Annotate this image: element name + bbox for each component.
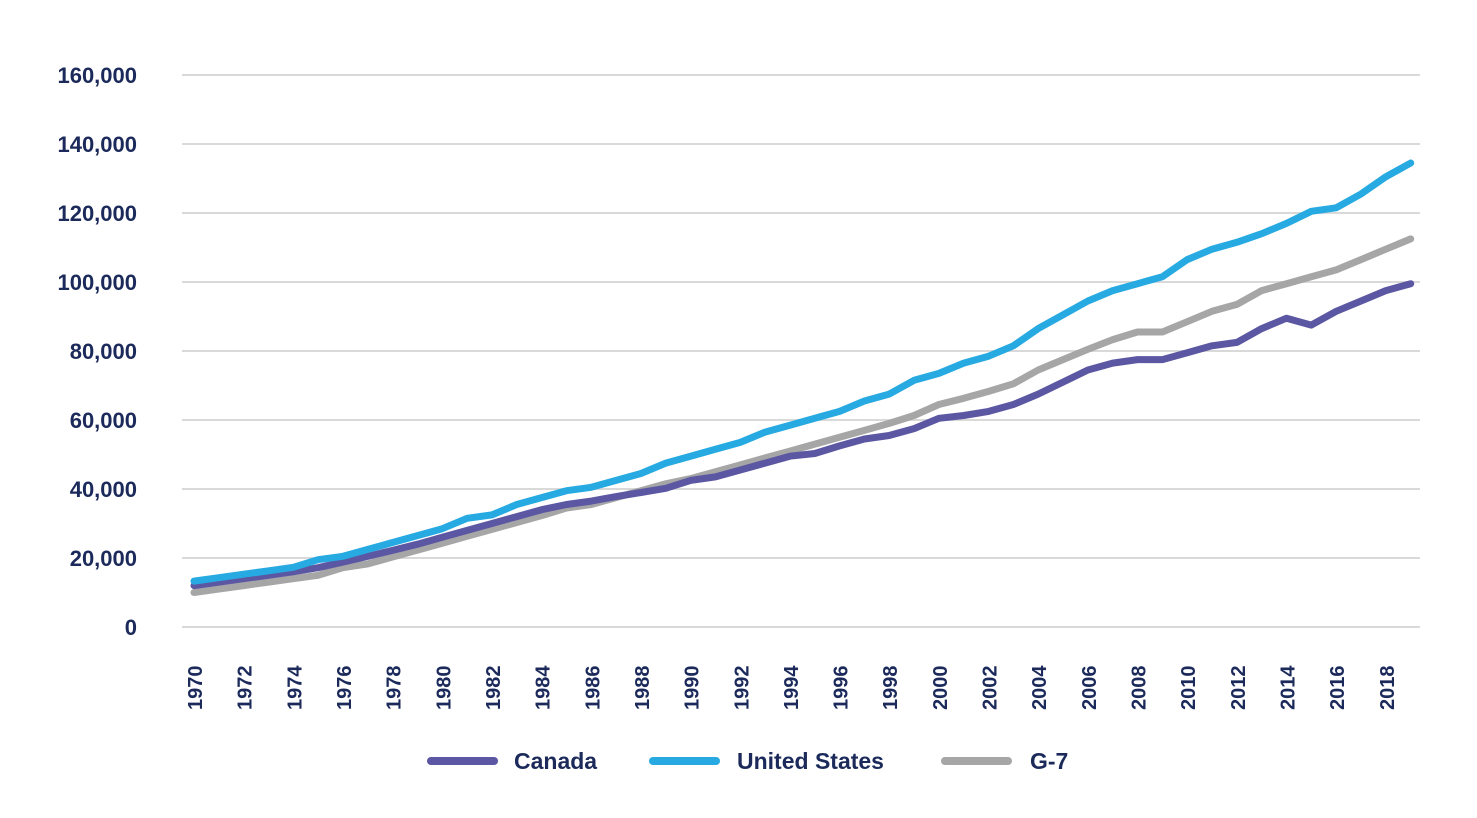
x-tick-label: 1988 xyxy=(632,666,654,711)
series-line-canada xyxy=(190,280,1415,590)
x-tick-label: 2000 xyxy=(930,666,952,711)
x-tick-label: 2008 xyxy=(1129,666,1151,711)
x-tick-label: 2002 xyxy=(980,666,1002,711)
x-tick-label: 2016 xyxy=(1327,666,1349,711)
y-tick-label: 20,000 xyxy=(70,546,137,571)
x-tick-label: 2004 xyxy=(1029,665,1051,710)
legend-label: G-7 xyxy=(1030,748,1068,774)
x-tick-label: 2010 xyxy=(1178,666,1200,711)
x-tick-label: 1998 xyxy=(880,666,902,711)
legend-item-canada: Canada xyxy=(427,748,597,774)
x-tick-label: 1978 xyxy=(384,666,406,711)
series-lines xyxy=(190,159,1415,596)
x-tick-label: 1994 xyxy=(781,665,803,710)
x-tick-label: 1990 xyxy=(682,666,704,711)
legend-item-united-states: United States xyxy=(649,748,884,774)
x-axis-ticks: 1970 1972 1974 1976 1978 1980 1982 1984 1986 1988… xyxy=(185,665,1399,710)
legend-item-g-7: G-7 xyxy=(941,748,1068,774)
x-tick-label: 2018 xyxy=(1377,666,1399,711)
y-tick-label: 160,000 xyxy=(57,63,137,88)
x-tick-label: 1980 xyxy=(433,666,455,711)
y-tick-label: 120,000 xyxy=(57,201,137,226)
legend-label: Canada xyxy=(514,748,597,774)
x-tick-label: 1992 xyxy=(731,666,753,711)
x-tick-label: 2012 xyxy=(1228,666,1250,711)
x-tick-label: 1996 xyxy=(831,666,853,711)
y-tick-label: 60,000 xyxy=(70,408,137,433)
y-axis-ticks: 0 20,000 40,000 60,000 80,000 100,000 120,000 1… xyxy=(57,63,137,640)
x-tick-label: 1970 xyxy=(185,666,207,711)
y-tick-label: 80,000 xyxy=(70,339,137,364)
y-tick-label: 100,000 xyxy=(57,270,137,295)
gridlines xyxy=(182,74,1420,628)
legend-label: United States xyxy=(737,748,884,774)
y-tick-label: 140,000 xyxy=(57,132,137,157)
x-tick-label: 1972 xyxy=(235,666,257,711)
x-tick-label: 2006 xyxy=(1079,666,1101,711)
x-tick-label: 1982 xyxy=(483,666,505,711)
x-tick-label: 1986 xyxy=(582,666,604,711)
x-tick-label: 1976 xyxy=(334,666,356,711)
x-tick-label: 2014 xyxy=(1278,665,1300,710)
series-line-g-7 xyxy=(190,235,1415,596)
x-tick-label: 1984 xyxy=(533,665,555,710)
y-tick-label: 40,000 xyxy=(70,477,137,502)
series-line-united-states xyxy=(190,159,1415,585)
legend: Canada United States G-7 xyxy=(427,748,1068,774)
x-tick-label: 1974 xyxy=(284,665,306,710)
y-tick-label: 0 xyxy=(125,615,137,640)
